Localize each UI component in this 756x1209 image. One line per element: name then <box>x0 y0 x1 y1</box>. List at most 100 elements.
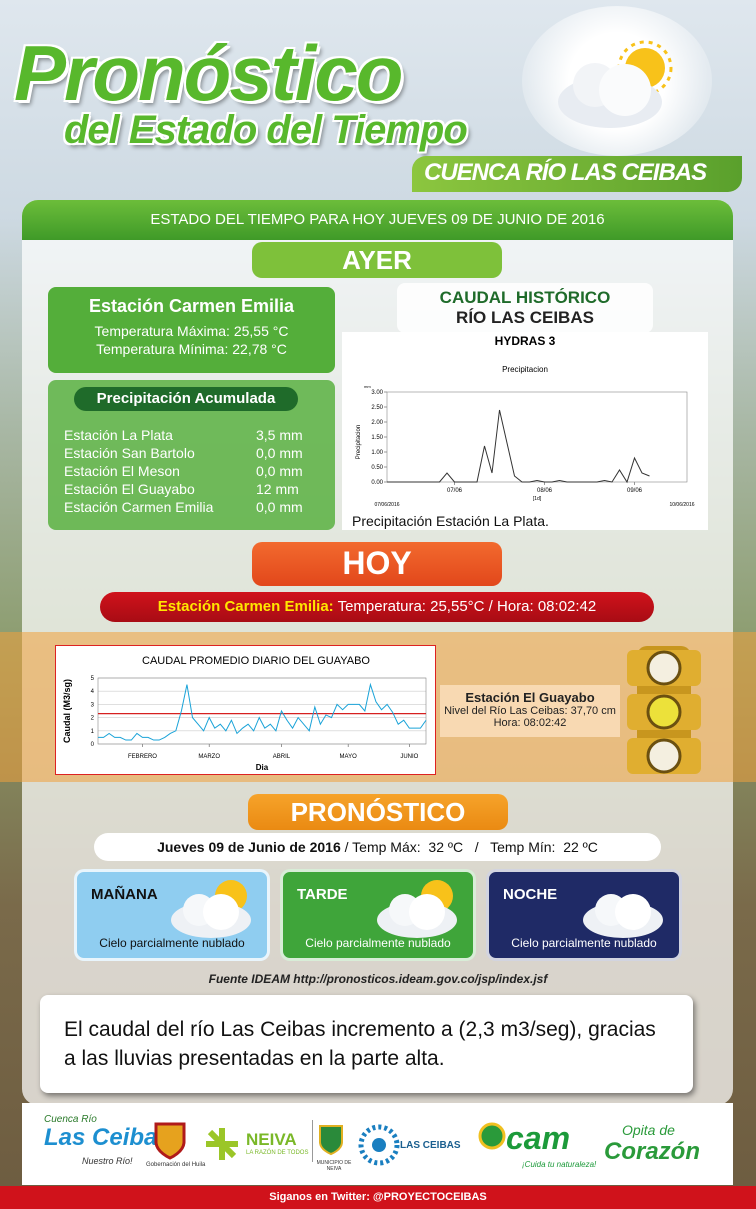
y-tick-label: 2.00 <box>371 420 383 426</box>
station-value: 0,0 mm <box>256 445 303 461</box>
temp-min: Temperatura Mínima: 22,78 °C <box>96 341 287 357</box>
precip-row: Estación Carmen Emilia 0,0 mm <box>64 499 324 517</box>
source: Fuente IDEAM http://pronosticos.ideam.go… <box>208 972 548 986</box>
guayabo-level: Nivel del Río Las Ceibas: 37,70 cm <box>444 705 616 717</box>
logo-shield <box>154 1122 186 1160</box>
unit-label: mm <box>364 384 371 389</box>
precip-row: Estación El Guayabo 12 mm <box>64 481 324 499</box>
historico-box: CAUDAL HISTÓRICO RÍO LAS CEIBAS <box>397 283 653 333</box>
forecast-card: TARDE Cielo parcialmente nublado <box>280 869 476 961</box>
logo-globe <box>478 1122 506 1150</box>
logo-text: LA RAZÓN DE TODOS <box>246 1150 309 1156</box>
y-tick-label: 5 <box>91 676 95 682</box>
hoy-station: Estación Carmen Emilia: <box>157 598 334 615</box>
historico-subtitle: RÍO LAS CEIBAS <box>456 308 594 327</box>
x-interval: [1d] <box>533 496 542 502</box>
precip-caption: Precipitación Estación La Plata. <box>352 513 549 529</box>
data-line <box>387 409 650 484</box>
logo-text: Gobernación del Huila <box>146 1162 206 1168</box>
y-axis-label: Caudal (M3/sg) <box>62 679 72 743</box>
precip-row: Estación El Meson 0,0 mm <box>64 463 324 481</box>
y-tick-label: 0.50 <box>371 465 383 471</box>
precip-chart-box: HYDRAS 3 Precipitacion mm Precipitacion 0.00… <box>342 332 708 530</box>
precip-row: Estación La Plata 3,5 mm <box>64 427 324 445</box>
station-name: Estación La Plata <box>64 427 173 443</box>
hoy-reading: Temperatura: 25,55°C / Hora: 08:02:42 <box>337 598 597 615</box>
guayabo-station: Estación El Guayabo <box>465 690 595 705</box>
logo-sun <box>358 1124 400 1166</box>
forecast-bar: Jueves 09 de Junio de 2016 / Temp Máx: 3… <box>94 833 661 861</box>
y-tick-label: 0.00 <box>371 480 383 486</box>
period-name: NOCHE <box>503 886 558 903</box>
station-value: 3,5 mm <box>256 427 303 443</box>
period-name: MAÑANA <box>91 886 158 903</box>
y-tick-label: 0 <box>91 742 95 748</box>
logo-shield <box>319 1125 343 1156</box>
footer: Siganos en Twitter: @PROYECTOCEIBAS <box>0 1186 756 1209</box>
forecast-temps: / Temp Máx: 32 ºC / Temp Mín: 22 ºC <box>340 839 598 855</box>
ayer-label: AYER <box>252 242 502 278</box>
x-tick-label: 07/06 <box>447 488 463 494</box>
y-tick-label: 1.50 <box>371 435 383 441</box>
cloud-icon <box>377 880 457 938</box>
chart-header: HYDRAS 3 <box>495 334 556 348</box>
hoy-bar: Estación Carmen Emilia: Temperatura: 25,… <box>100 592 654 622</box>
title: Pronóstico <box>14 29 403 117</box>
caudal-chart: CAUDAL PROMEDIO DIARIO DEL GUAYABO Caudal… <box>62 655 427 772</box>
chart-title: Precipitacion <box>502 365 548 374</box>
ayer-station-box: Estación Carmen Emilia Temperatura Máxim… <box>48 287 335 373</box>
x-end: 10/06/2016 <box>669 502 694 508</box>
cloud <box>203 894 239 930</box>
ayer-station: Estación Carmen Emilia <box>88 296 295 316</box>
logo-text: NEIVA <box>246 1130 297 1149</box>
x-start: 07/06/2016 <box>374 502 399 508</box>
hoy-label: HOY <box>252 542 502 586</box>
logo-text: cam <box>506 1120 571 1156</box>
x-tick-label: 09/06 <box>627 488 643 494</box>
cloud <box>615 894 651 930</box>
divider <box>312 1120 352 1162</box>
basin-banner: CUENCA RÍO LAS CEIBAS <box>412 156 742 192</box>
cloud-icon <box>171 880 251 938</box>
data-line <box>98 682 427 741</box>
station-name: Estación San Bartolo <box>64 445 195 461</box>
chart-title: CAUDAL PROMEDIO DIARIO DEL GUAYABO <box>142 655 370 667</box>
x-axis-label: Dia <box>256 763 269 772</box>
x-tick-label: FEBRERO <box>128 754 157 760</box>
period-sky: Cielo parcialmente nublado <box>99 936 245 950</box>
caudal-chart-box: CAUDAL PROMEDIO DIARIO DEL GUAYABO Caudal… <box>55 645 436 775</box>
traffic-light <box>627 646 701 774</box>
forecast-card: NOCHE Cielo parcialmente nublado <box>486 869 682 961</box>
y-tick-label: 2 <box>91 716 95 722</box>
precip-rows: Estación La Plata 3,5 mm Estación San Bart… <box>64 427 324 517</box>
x-tick-label: JUNIO <box>400 754 418 760</box>
station-name: Estación El Meson <box>64 463 180 479</box>
pronostico-label: PRONÓSTICO <box>248 794 508 830</box>
x-tick-label: MARZO <box>198 754 220 760</box>
cloud-icon <box>583 894 663 938</box>
period-name: TARDE <box>297 886 348 903</box>
station-value: 0,0 mm <box>256 463 303 479</box>
precip-title: Precipitación Acumulada <box>74 387 298 411</box>
y-tick-label: 4 <box>91 689 95 695</box>
forecast-card: MAÑANA Cielo parcialmente nublado <box>74 869 270 961</box>
station-name: Estación El Guayabo <box>64 481 195 497</box>
forecast-date: Jueves 09 de Junio de 2016 <box>157 839 341 855</box>
period-sky: Cielo parcialmente nublado <box>305 936 451 950</box>
logo-text: Corazón <box>604 1138 700 1165</box>
logo-text: LAS CEIBAS <box>400 1140 461 1151</box>
logo-text: MUNICIPIO DE NEIVA <box>316 1160 352 1172</box>
logo-text: Opita de <box>622 1122 675 1138</box>
y-tick-label: 3 <box>91 702 95 708</box>
cloud <box>409 894 445 930</box>
y-tick-label: 1.00 <box>371 450 383 456</box>
temp-max: Temperatura Máxima: 25,55 °C <box>94 323 289 339</box>
precip-box: Precipitación Acumulada Estación La Plat… <box>48 380 335 530</box>
logo-text: ¡Cuida tu naturaleza! <box>522 1160 597 1169</box>
logo-text: Cuenca Río <box>44 1114 97 1125</box>
historico-title: CAUDAL HISTÓRICO <box>439 288 611 307</box>
date-bar: ESTADO DEL TIEMPO PARA HOY JUEVES 09 DE … <box>22 200 733 240</box>
